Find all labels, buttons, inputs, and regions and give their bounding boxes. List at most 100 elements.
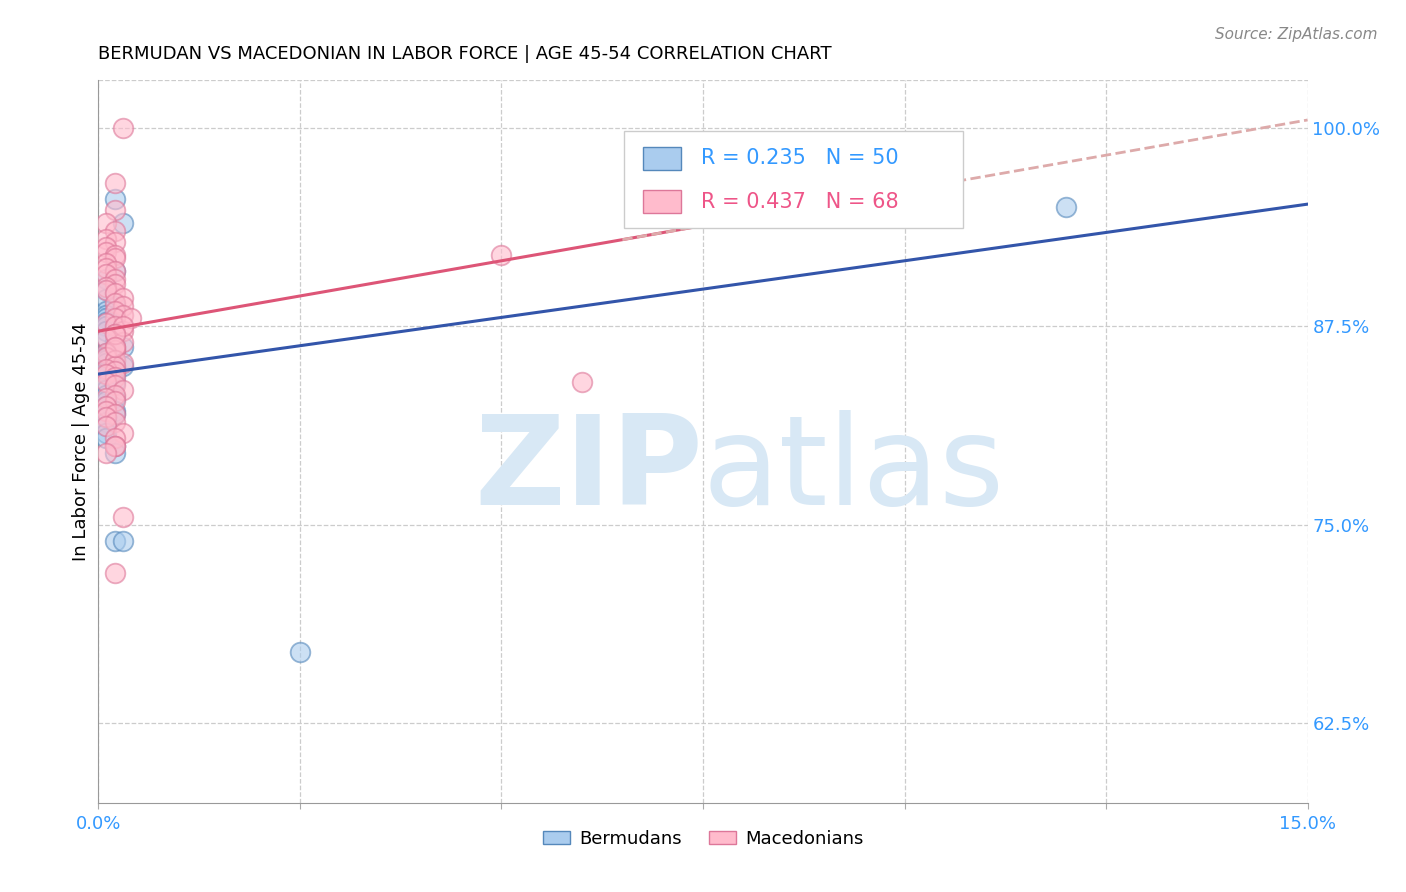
Point: [571, 375, 593, 389]
Point: [96, 352, 118, 367]
Point: [103, 375, 125, 389]
Point: [96, 378, 118, 392]
Point: [103, 311, 125, 326]
Point: [111, 120, 134, 135]
Point: [96, 256, 118, 270]
Point: [96, 403, 118, 417]
Point: [120, 311, 142, 326]
Point: [111, 340, 134, 354]
Legend: Bermudans, Macedonians: Bermudans, Macedonians: [536, 822, 870, 855]
Point: [103, 286, 125, 301]
Point: [96, 303, 118, 318]
Text: BERMUDAN VS MACEDONIAN IN LABOR FORCE | AGE 45-54 CORRELATION CHART: BERMUDAN VS MACEDONIAN IN LABOR FORCE | …: [98, 45, 832, 62]
Point: [96, 394, 118, 409]
Point: [96, 399, 118, 413]
Point: [96, 367, 118, 381]
Point: [111, 291, 134, 305]
Point: [111, 308, 134, 322]
Point: [103, 343, 125, 358]
Point: [103, 251, 125, 265]
Point: [111, 383, 134, 397]
Point: [103, 327, 125, 342]
Point: [103, 438, 125, 452]
Point: [96, 350, 118, 364]
Point: [96, 315, 118, 329]
Point: [103, 533, 125, 548]
Point: [96, 346, 118, 360]
Point: [103, 403, 125, 417]
Point: [111, 533, 134, 548]
Point: [103, 327, 125, 342]
Point: [103, 370, 125, 384]
Point: [103, 387, 125, 401]
Point: [103, 303, 125, 318]
Point: [96, 431, 118, 445]
Point: [103, 362, 125, 376]
Point: [96, 409, 118, 424]
Point: [103, 327, 125, 342]
Point: [96, 356, 118, 370]
FancyBboxPatch shape: [624, 131, 963, 228]
Point: [103, 264, 125, 278]
Point: [103, 446, 125, 460]
Point: [96, 267, 118, 281]
Point: [103, 295, 125, 310]
Point: [111, 324, 134, 338]
Point: [103, 177, 125, 191]
Point: [103, 319, 125, 334]
Point: [103, 407, 125, 421]
Point: [103, 299, 125, 313]
Point: [111, 216, 134, 230]
Point: [111, 425, 134, 440]
Point: [96, 330, 118, 344]
Point: [96, 383, 118, 397]
Text: Source: ZipAtlas.com: Source: ZipAtlas.com: [1215, 27, 1378, 42]
Point: [103, 566, 125, 580]
Point: [103, 431, 125, 445]
Point: [111, 356, 134, 370]
Point: [96, 283, 118, 297]
Point: [96, 272, 118, 286]
Point: [96, 319, 118, 334]
Point: [96, 419, 118, 434]
Point: [96, 350, 118, 364]
Point: [103, 354, 125, 368]
Point: [96, 348, 118, 362]
Point: [103, 340, 125, 354]
Point: [103, 407, 125, 421]
Point: [96, 316, 118, 330]
Point: [96, 330, 118, 344]
Point: [96, 346, 118, 360]
Point: [103, 193, 125, 207]
Point: [103, 264, 125, 278]
Point: [96, 216, 118, 230]
Point: [96, 409, 118, 424]
Point: [103, 352, 125, 367]
Point: [1054, 200, 1077, 214]
Point: [103, 438, 125, 452]
Point: [96, 364, 118, 378]
Point: [103, 235, 125, 250]
Text: R = 0.437   N = 68: R = 0.437 N = 68: [700, 192, 898, 211]
Point: [96, 419, 118, 434]
Point: [96, 324, 118, 338]
Point: [96, 415, 118, 429]
Point: [103, 364, 125, 378]
Point: [111, 299, 134, 313]
Bar: [643, 190, 682, 213]
Point: [103, 378, 125, 392]
Point: [103, 394, 125, 409]
Text: R = 0.235   N = 50: R = 0.235 N = 50: [700, 148, 898, 169]
Point: [103, 438, 125, 452]
Point: [96, 311, 118, 326]
Point: [96, 366, 118, 380]
Point: [103, 277, 125, 291]
Point: [96, 279, 118, 293]
Point: [96, 375, 118, 389]
Point: [103, 224, 125, 238]
Y-axis label: In Labor Force | Age 45-54: In Labor Force | Age 45-54: [72, 322, 90, 561]
Text: atlas: atlas: [703, 410, 1005, 531]
Point: [96, 244, 118, 259]
Point: [96, 283, 118, 297]
Point: [103, 203, 125, 218]
